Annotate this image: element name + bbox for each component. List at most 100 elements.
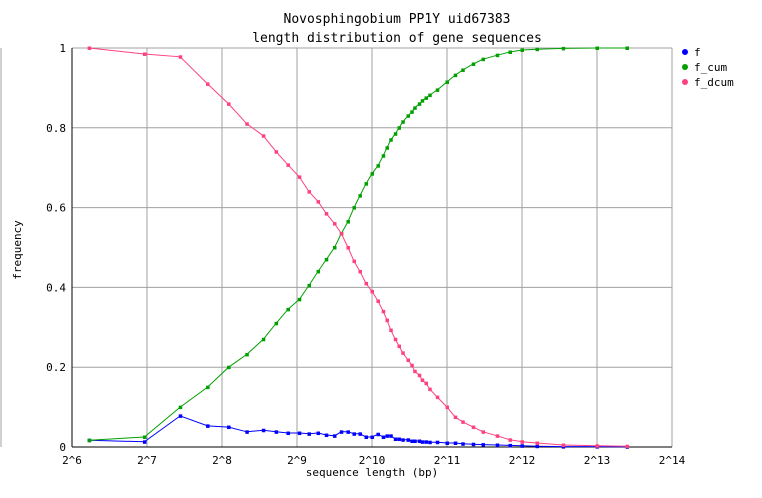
data-point-f_dcum [316, 200, 321, 204]
data-point-f_dcum [481, 430, 485, 434]
legend-label-f_dcum: f_dcum [694, 76, 734, 89]
data-point-f_dcum [410, 363, 414, 368]
data-point-f [286, 431, 290, 436]
data-point-f_dcum [424, 381, 429, 386]
data-point-f_dcum [393, 337, 398, 342]
data-point-f_dcum [389, 328, 393, 333]
x-tick-label: 2^13 [584, 454, 611, 467]
data-point-f_cum [274, 321, 279, 326]
data-point-f_cum [297, 297, 302, 302]
data-point-f_dcum [364, 281, 369, 286]
data-point-f_cum [87, 438, 92, 443]
data-point-f_cum [393, 132, 398, 136]
data-point-f_cum [389, 138, 393, 142]
data-point-f_cum [417, 102, 422, 106]
data-point-f_cum [461, 68, 465, 72]
series-line-f_dcum [89, 47, 628, 447]
data-point-f_dcum [381, 309, 386, 314]
x-tick-label: 2^7 [137, 454, 157, 467]
data-point-f_dcum [385, 318, 389, 323]
data-point-f_cum [424, 96, 429, 100]
data-point-f_cum [435, 88, 440, 92]
data-point-f_dcum [413, 369, 417, 374]
data-point-f_cum [625, 46, 629, 50]
data-point-f_cum [370, 172, 374, 176]
x-tick-label: 2^6 [62, 454, 82, 467]
data-point-f [495, 443, 500, 448]
data-point-f_cum [316, 269, 321, 274]
data-point-f [274, 430, 279, 434]
data-point-f_dcum [435, 395, 440, 400]
data-point-f_dcum [508, 438, 512, 442]
data-point-f_cum [535, 47, 539, 52]
series-line-f [89, 415, 628, 448]
data-point-f [206, 424, 210, 428]
data-point-f [417, 439, 422, 444]
data-point-f_dcum [401, 351, 405, 355]
x-tick-label: 2^9 [287, 454, 307, 467]
series-line-f_cum [89, 47, 627, 441]
data-point-f [227, 425, 231, 430]
data-point-f_dcum [346, 246, 350, 250]
data-point-f [316, 431, 321, 436]
data-point-f [245, 430, 249, 434]
x-tick-label: 2^11 [434, 454, 461, 467]
data-point-f [520, 444, 524, 448]
data-point-f [401, 438, 405, 442]
data-point-f_dcum [324, 212, 329, 216]
data-point-f_dcum [286, 163, 290, 167]
data-point-f_dcum [417, 373, 422, 378]
data-point-f_cum [286, 307, 290, 312]
chart-subtitle: length distribution of gene sequences [252, 31, 542, 46]
data-point-f [420, 440, 425, 444]
legend-marker-f_cum [682, 64, 688, 70]
data-point-f [389, 434, 393, 438]
x-tick-label: 2^8 [212, 454, 232, 467]
data-point-f_cum [520, 48, 524, 52]
x-axis-label: sequence length (bp) [306, 466, 438, 479]
data-point-f_cum [346, 220, 350, 224]
data-point-f [297, 431, 302, 436]
data-point-f_cum [428, 93, 432, 98]
data-point-f_cum [481, 57, 485, 62]
data-point-f_cum [332, 246, 337, 250]
y-tick-label: 0 [59, 441, 66, 454]
data-point-f [339, 430, 344, 434]
data-point-f [381, 435, 386, 440]
data-point-f_dcum [520, 440, 524, 444]
data-point-f_dcum [453, 415, 458, 420]
y-tick-label: 0.4 [46, 281, 66, 294]
data-point-f_dcum [561, 443, 566, 448]
data-point-f_dcum [142, 52, 147, 56]
data-point-f_dcum [261, 134, 266, 138]
data-point-f_cum [352, 206, 356, 210]
data-point-f_cum [324, 257, 329, 262]
legend: f f_cum f_dcum [682, 46, 734, 89]
data-point-f_dcum [274, 150, 279, 154]
data-point-f_dcum [332, 222, 337, 226]
data-point-f [324, 433, 329, 438]
data-point-f_cum [245, 352, 249, 357]
data-point-f_cum [206, 385, 210, 390]
data-point-f [307, 432, 311, 436]
data-point-f_cum [178, 405, 183, 410]
data-point-f_cum [381, 154, 386, 158]
data-point-f_dcum [471, 425, 476, 430]
data-point-f_dcum [495, 434, 500, 438]
y-tick-label: 0.8 [46, 122, 66, 135]
data-point-f_cum [453, 73, 458, 78]
legend-label-f_cum: f_cum [694, 61, 727, 74]
data-point-f_cum [595, 46, 599, 50]
data-point-f [397, 437, 401, 442]
tick-labels: 2^6 2^7 2^8 2^9 2^10 2^11 2^12 2^13 2^14 0 0.2 0.4 0… [46, 42, 685, 467]
data-point-f_cum [413, 106, 417, 110]
data-point-f_cum [406, 114, 410, 118]
data-point-f_cum [385, 146, 389, 150]
data-point-f [445, 441, 449, 446]
data-point-f_dcum [397, 344, 401, 349]
data-point-f [471, 442, 476, 447]
x-tick-label: 2^12 [509, 454, 536, 467]
data-point-f [413, 439, 417, 444]
data-point-f_cum [561, 46, 566, 51]
data-point-f_dcum [206, 82, 210, 86]
